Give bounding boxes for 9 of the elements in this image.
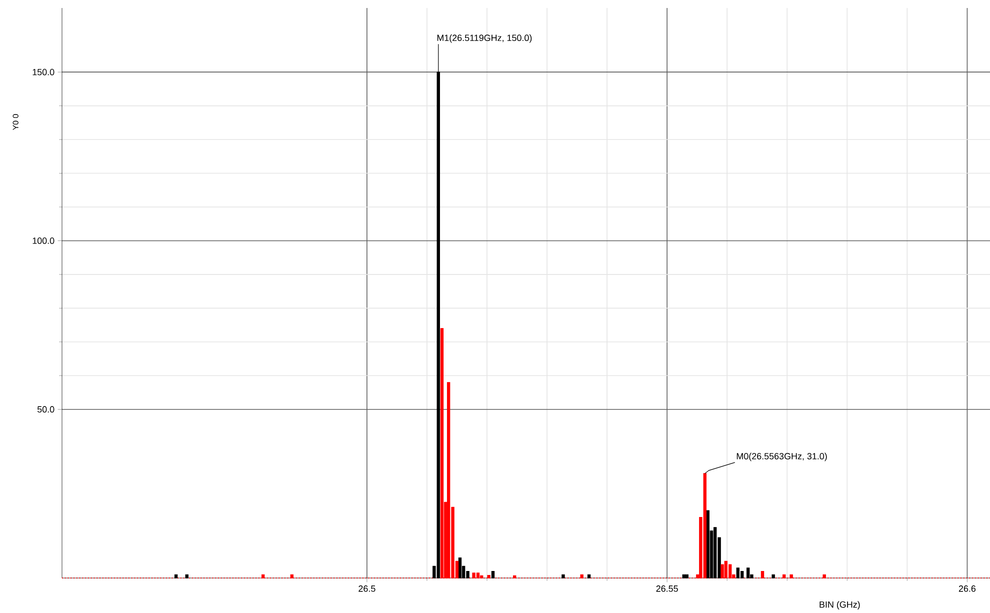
annotation: M1(26.5119GHz, 150.0) — [437, 34, 532, 43]
x-tick-label: 26.5 — [358, 585, 376, 592]
y-tick-label: 150.0 — [32, 68, 54, 76]
x-axis-title: BIN (GHz) — [820, 601, 860, 610]
y-tick-label: 50.0 — [37, 406, 54, 413]
y-tick-label: 100.0 — [32, 238, 54, 244]
x-tick-label: 26.55 — [656, 585, 678, 592]
x-tick-label: 26.6 — [958, 585, 976, 592]
annotation: M0(26.5563GHz, 31.0) — [736, 452, 827, 462]
